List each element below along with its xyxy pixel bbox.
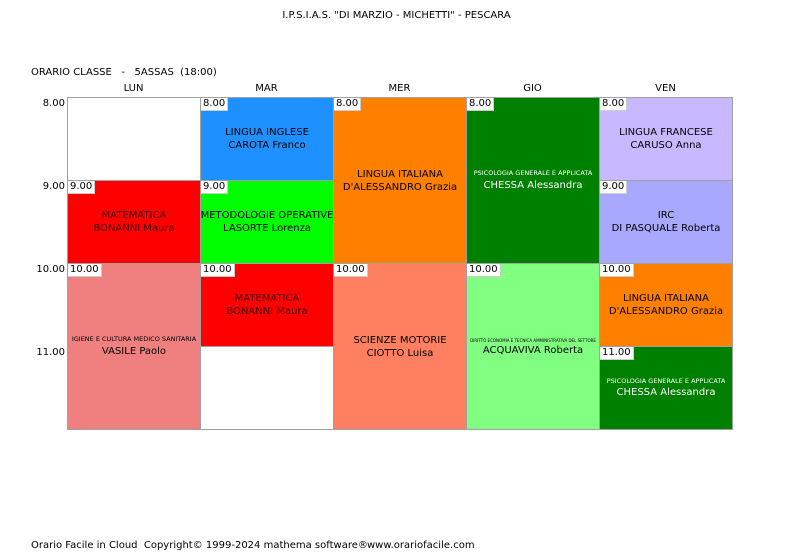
lesson: 11.00 PSICOLOGIA GENERALE E APPLICATA CHES… [599, 346, 733, 430]
subject: MATEMATICA [101, 210, 167, 221]
lesson: 9.00 METODOLOGIE OPERATIVE LASORTE Lorenza [200, 180, 334, 264]
day-label: LUN [123, 83, 144, 94]
title: I.P.S.I.A.S. "DI MARZIO - MICHETTI" - PE… [282, 10, 511, 21]
empty-slot [200, 346, 334, 430]
lesson: 10.00 DIRITTO ECONOMIA E TECNICA AMMINIST… [466, 263, 600, 430]
lesson: 9.00 IRC DI PASQUALE Roberta [599, 180, 733, 264]
start-time: 10.00 [600, 264, 634, 277]
teacher: CHESSA Alessandra [483, 179, 583, 191]
lesson: 9.00 MATEMATICA BONANNI Maura [67, 180, 201, 264]
teacher: ACQUAVIVA Roberta [482, 344, 584, 356]
url: www.orariofacile.com [367, 540, 475, 551]
subject: IRC [657, 210, 675, 221]
subtitle: ORARIO CLASSE - 5ASSAS (18:00) [31, 67, 217, 78]
start-time: 10.00 [201, 264, 235, 277]
start-time: 10.00 [334, 264, 368, 277]
lesson: 8.00 PSICOLOGIA GENERALE E APPLICATA CHESS… [466, 97, 600, 264]
start-time: 11.00 [600, 347, 634, 360]
time-label: 8.00 [42, 98, 65, 109]
day-label: MER [388, 83, 411, 94]
time-label: 11.00 [36, 347, 65, 358]
teacher: VASILE Paolo [101, 345, 167, 357]
day-label: GIO [523, 83, 542, 94]
lesson: 8.00 LINGUA FRANCESE CARUSO Anna [599, 97, 733, 181]
teacher: LASORTE Lorenza [223, 223, 311, 234]
start-time: 8.00 [467, 98, 495, 111]
teacher: DI PASQUALE Roberta [611, 223, 721, 234]
subject: IGIENE E CULTURA MEDICO SANITARIA [71, 335, 197, 344]
start-time: 9.00 [201, 181, 229, 194]
start-time: 8.00 [334, 98, 362, 111]
lesson: 10.00 SCIENZE MOTORIE CIOTTO Luisa [333, 263, 467, 430]
lesson: 8.00 LINGUA ITALIANA D'ALESSANDRO Grazia [333, 97, 467, 264]
subject: METODOLOGIE OPERATIVE [200, 210, 334, 221]
time-label: 10.00 [36, 264, 65, 275]
copyright: Orario Facile in Cloud Copyright© 1999-2… [31, 540, 368, 551]
time-label: 9.00 [42, 181, 65, 192]
teacher: D'ALESSANDRO Grazia [342, 181, 458, 193]
subject: LINGUA ITALIANA [623, 293, 709, 304]
lesson: 10.00 LINGUA ITALIANA D'ALESSANDRO Grazia [599, 263, 733, 347]
lesson: 8.00 LINGUA INGLESE CAROTA Franco [200, 97, 334, 181]
day-label: MAR [255, 83, 278, 94]
start-time: 10.00 [467, 264, 501, 277]
day-label: VEN [655, 83, 676, 94]
subject: DIRITTO ECONOMIA E TECNICA AMMINISTRATIV… [470, 337, 596, 343]
start-time: 10.00 [68, 264, 102, 277]
teacher: CARUSO Anna [630, 140, 702, 151]
teacher: BONANNI Maura [226, 306, 308, 317]
teacher: D'ALESSANDRO Grazia [608, 306, 724, 317]
subject: PSICOLOGIA GENERALE E APPLICATA [606, 376, 726, 385]
teacher: CHESSA Alessandra [616, 387, 716, 399]
start-time: 9.00 [68, 181, 96, 194]
start-time: 8.00 [600, 98, 628, 111]
empty-slot [67, 97, 201, 181]
subject: SCIENZE MOTORIE [353, 334, 447, 346]
teacher: BONANNI Maura [93, 223, 175, 234]
lesson: 10.00 IGIENE E CULTURA MEDICO SANITARIA VA… [67, 263, 201, 430]
subject: LINGUA INGLESE [225, 127, 309, 138]
subject: LINGUA ITALIANA [357, 168, 443, 180]
start-time: 9.00 [600, 181, 628, 194]
teacher: CAROTA Franco [228, 140, 306, 151]
subject: PSICOLOGIA GENERALE E APPLICATA [473, 169, 593, 178]
lesson: 10.00 MATEMATICA BONANNI Maura [200, 263, 334, 347]
subject: LINGUA FRANCESE [619, 127, 713, 138]
start-time: 8.00 [201, 98, 229, 111]
subject: MATEMATICA [234, 293, 300, 304]
teacher: CIOTTO Luisa [366, 347, 434, 359]
